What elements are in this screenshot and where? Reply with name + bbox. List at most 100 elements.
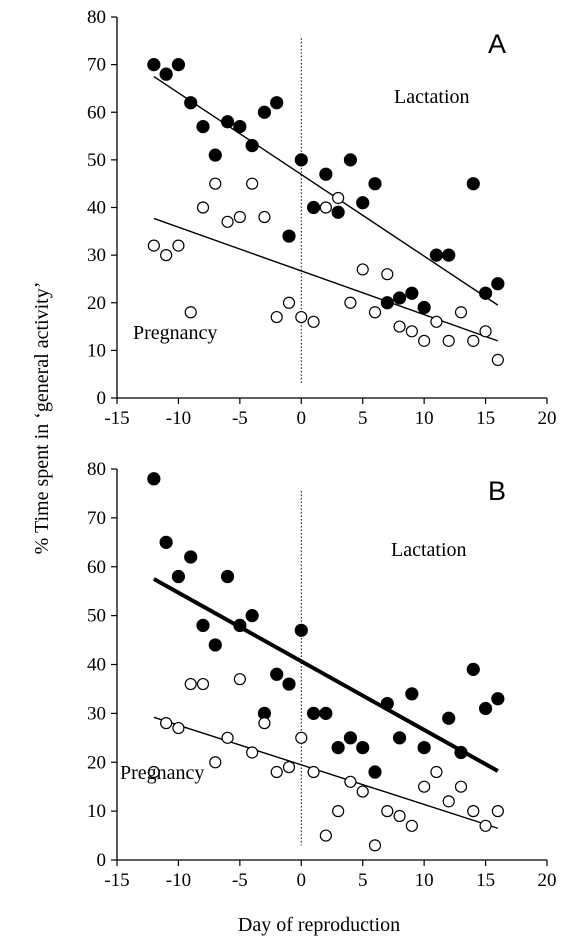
panel-b-x-tick-label: -5 xyxy=(232,870,248,891)
panel-a-lactation-point xyxy=(159,67,173,81)
panel-a-lactation-point xyxy=(220,115,235,129)
panel-b-pregnancy-point xyxy=(430,765,443,779)
panel-b-pregnancy-point xyxy=(479,819,492,832)
panel-b-lactation-point xyxy=(282,677,296,691)
panel-b-y-tick-label: 80 xyxy=(87,459,106,480)
panel-a-lactation-point xyxy=(380,296,394,310)
panel-b-pregnancy-label: Pregnancy xyxy=(120,762,204,784)
panel-b-lactation-point xyxy=(270,667,284,681)
panel-b-pregnancy-point xyxy=(209,756,222,769)
panel-b-y-tick-label: 70 xyxy=(87,508,106,529)
panel-a-pregnancy-point xyxy=(479,325,492,338)
panel-b-pregnancy-point xyxy=(393,809,406,823)
panel-a-lactation-point xyxy=(282,229,296,243)
panel-b-lactation-point xyxy=(171,569,186,584)
panel-a-lactation-point xyxy=(392,291,407,305)
panel-b-lactation-fit-line xyxy=(152,577,499,773)
panel-a-lactation-point xyxy=(319,167,333,181)
panel-a-lactation-point xyxy=(208,148,222,162)
panel-b-lactation-point xyxy=(220,569,235,584)
panel-a-pregnancy-point xyxy=(160,249,173,262)
panel-a-pregnancy-point xyxy=(442,334,455,347)
panel-b-y-tick-label: 20 xyxy=(87,752,106,773)
panel-b-lactation-point xyxy=(343,731,358,745)
y-axis-title: % Time spent in ‘general activity’ xyxy=(31,282,53,555)
panel-b-pregnancy-point xyxy=(332,805,345,818)
panel-a-pregnancy-point xyxy=(405,325,418,338)
panel-b-pregnancy-point xyxy=(442,795,455,808)
panel-b-pregnancy-fit-line xyxy=(153,716,499,829)
panel-a-pregnancy-point xyxy=(418,334,431,347)
panel-a-y-tick-label: 50 xyxy=(87,150,106,171)
panel-a-x-tick-label: 15 xyxy=(476,408,495,429)
panel-a-pregnancy-point xyxy=(344,296,357,309)
panel-a-pregnancy-point xyxy=(319,201,332,214)
panel-a-lactation-point xyxy=(196,119,210,134)
panel-a-pregnancy-point xyxy=(184,306,197,319)
panel-b-pregnancy-point xyxy=(147,765,160,779)
panel-b-pregnancy-point xyxy=(270,765,283,779)
panel-a-pregnancy-label: Pregnancy xyxy=(133,322,217,344)
panel-b-y-tick-label: 50 xyxy=(87,606,106,627)
panel-b-lactation-point xyxy=(196,618,210,633)
panel-b-pregnancy-point xyxy=(319,829,332,842)
panel-a-lactation-point xyxy=(184,96,198,110)
panel-b-lactation-point xyxy=(208,638,222,652)
panel-b-y-tick-label: 0 xyxy=(97,850,107,871)
panel-a-pregnancy-point xyxy=(295,310,308,324)
panel-a-lactation-fit-line xyxy=(153,75,499,306)
panel-a-pregnancy-point xyxy=(307,315,320,328)
panel-a-pregnancy-point xyxy=(221,215,234,228)
panel-b-pregnancy-point xyxy=(418,780,431,793)
panel-b-pregnancy-point xyxy=(344,775,357,788)
panel-b-lactation-point xyxy=(478,701,493,716)
panel-a-pregnancy-point xyxy=(196,201,210,214)
panel-a-x-tick-label: 10 xyxy=(415,408,434,429)
panel-b-pregnancy-point xyxy=(307,765,320,779)
panel-a-pregnancy-point xyxy=(393,320,406,333)
panel-b-y-tick-label: 10 xyxy=(87,801,106,822)
panel-a-lactation-point xyxy=(478,286,493,300)
panel-a-y-tick-label: 20 xyxy=(87,293,106,314)
panel-a-x-tick-label: 5 xyxy=(358,408,368,429)
panel-b-pregnancy-point xyxy=(295,731,308,744)
panel-a-lactation-point xyxy=(331,205,345,219)
panel-a-x-tick-label: 20 xyxy=(538,408,557,429)
panel-b-y-tick-label: 60 xyxy=(87,557,106,578)
panel-a-lactation-point xyxy=(356,196,370,210)
panel-b-lactation-point xyxy=(405,687,419,701)
panel-b-lactation-point xyxy=(356,740,370,755)
panel-a-lactation-point xyxy=(257,105,272,119)
panel-b-pregnancy-point xyxy=(221,731,234,744)
panel-b-pregnancy-point xyxy=(405,819,418,832)
panel-b-pregnancy-point xyxy=(184,677,197,691)
panel-a-y-tick-label: 40 xyxy=(87,198,106,219)
panel-b-plot: 0 10 20 30 40 50 60 70 80 -15 -10 -5 0 5 10 15 20 xyxy=(87,459,557,891)
panel-a-lactation-point xyxy=(417,300,431,315)
panel-a-letter: A xyxy=(488,29,506,59)
panel-b-lactation-point xyxy=(454,745,468,760)
panel-b-lactation-point xyxy=(466,662,480,676)
panel-a-lactation-point xyxy=(245,138,259,153)
panel-a-pregnancy-point xyxy=(258,210,271,224)
panel-b-x-tick-label: 20 xyxy=(538,870,557,891)
panel-b-y-tick-label: 30 xyxy=(87,703,106,724)
panel-b-lactation-point xyxy=(147,472,161,486)
panel-b-pregnancy-point xyxy=(246,746,259,759)
panel-b-lactation-point xyxy=(380,696,394,711)
panel-b-x-tick-label: 5 xyxy=(358,870,368,891)
panel-a-pregnancy-point xyxy=(209,177,222,190)
panel-a-pregnancy-point xyxy=(172,239,185,252)
panel-a-lactation-point xyxy=(442,248,456,262)
panel-a-x-tick-label: -5 xyxy=(232,408,248,429)
panel-b-pregnancy-point xyxy=(381,805,394,818)
x-axis-title: Day of reproduction xyxy=(238,914,400,936)
panel-a-lactation-point xyxy=(171,58,186,72)
panel-b-lactation-point xyxy=(442,711,456,725)
panel-b-y-tick-label: 40 xyxy=(87,655,106,676)
panel-a-lactation-point xyxy=(294,153,308,167)
panel-a-y-tick-label: 10 xyxy=(87,340,106,361)
panel-a-lactation-point xyxy=(429,248,444,262)
panel-a-pregnancy-point xyxy=(332,191,345,205)
